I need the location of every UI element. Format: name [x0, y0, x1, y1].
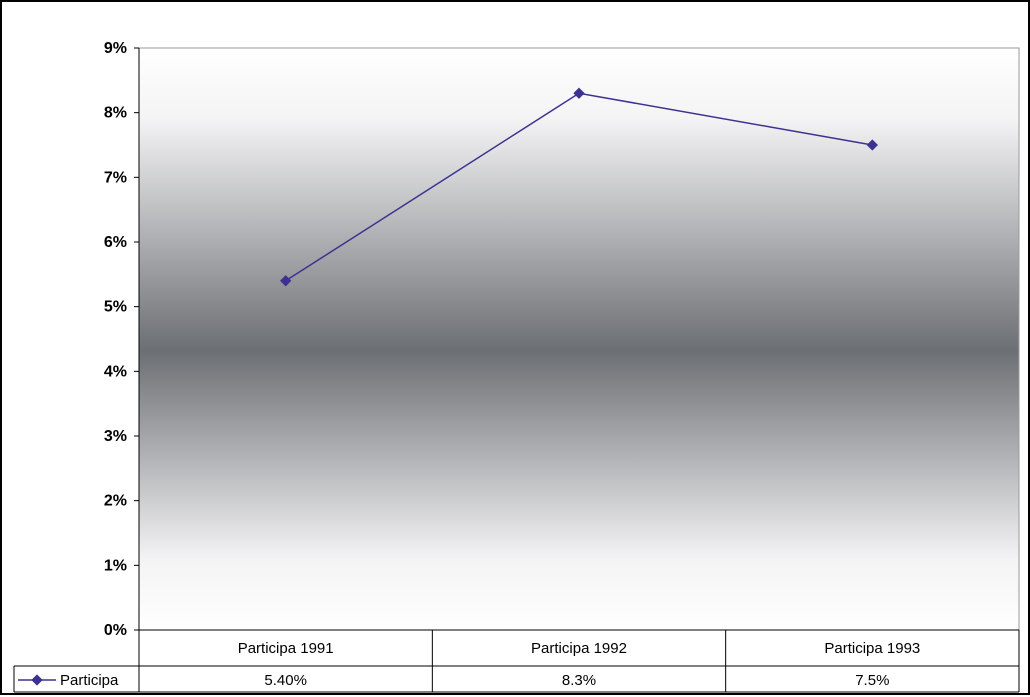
category-label: Participa 1993 [824, 640, 920, 657]
y-tick-label: 1% [104, 557, 127, 574]
data-point [866, 139, 878, 151]
y-tick-label: 4% [104, 363, 127, 380]
legend-label: Participa [60, 672, 119, 689]
y-tick-label: 8% [104, 105, 127, 122]
value-cell: 7.5% [855, 672, 889, 689]
value-cell: 8.3% [562, 672, 596, 689]
data-point [280, 275, 292, 287]
y-axis: 0% 1% 2% 3% 4% 5% 6% 7% 8% 9% [104, 40, 140, 639]
category-label: Participa 1992 [531, 640, 627, 657]
y-tick-label: 7% [104, 169, 127, 186]
value-cell: 5.40% [264, 672, 307, 689]
series-participa [280, 87, 878, 287]
y-tick-label: 2% [104, 493, 127, 510]
y-tick-label: 0% [104, 622, 127, 639]
y-tick-label: 9% [104, 40, 127, 57]
data-table: Participa 1991 5.40% Participa 1992 8.3% Par… [13, 629, 1020, 693]
y-tick-label: 5% [104, 299, 127, 316]
legend-marker [31, 674, 43, 686]
y-tick-label: 6% [104, 234, 127, 251]
y-tick-label: 3% [104, 428, 127, 445]
plot-area [138, 47, 1020, 631]
category-label: Participa 1991 [238, 640, 334, 657]
